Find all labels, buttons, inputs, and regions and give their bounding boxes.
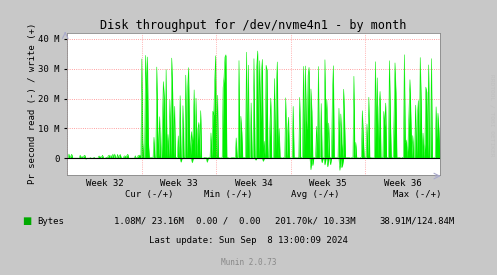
Text: RRDTOOL / TOBI OETIKER: RRDTOOL / TOBI OETIKER [490, 74, 495, 157]
Text: Cur (-/+): Cur (-/+) [125, 190, 173, 199]
Text: 38.91M/124.84M: 38.91M/124.84M [380, 217, 455, 226]
Text: Max (-/+): Max (-/+) [393, 190, 442, 199]
Text: Munin 2.0.73: Munin 2.0.73 [221, 258, 276, 267]
Y-axis label: Pr second read (-) / write (+): Pr second read (-) / write (+) [27, 23, 37, 185]
Text: Avg (-/+): Avg (-/+) [291, 190, 340, 199]
Text: Last update: Sun Sep  8 13:00:09 2024: Last update: Sun Sep 8 13:00:09 2024 [149, 236, 348, 245]
Text: Bytes: Bytes [37, 217, 64, 226]
Text: 1.08M/ 23.16M: 1.08M/ 23.16M [114, 217, 184, 226]
Text: Min (-/+): Min (-/+) [204, 190, 253, 199]
Text: 201.70k/ 10.33M: 201.70k/ 10.33M [275, 217, 356, 226]
Title: Disk throughput for /dev/nvme4n1 - by month: Disk throughput for /dev/nvme4n1 - by mo… [100, 19, 407, 32]
Text: ■: ■ [22, 216, 32, 226]
Text: 0.00 /  0.00: 0.00 / 0.00 [196, 217, 261, 226]
